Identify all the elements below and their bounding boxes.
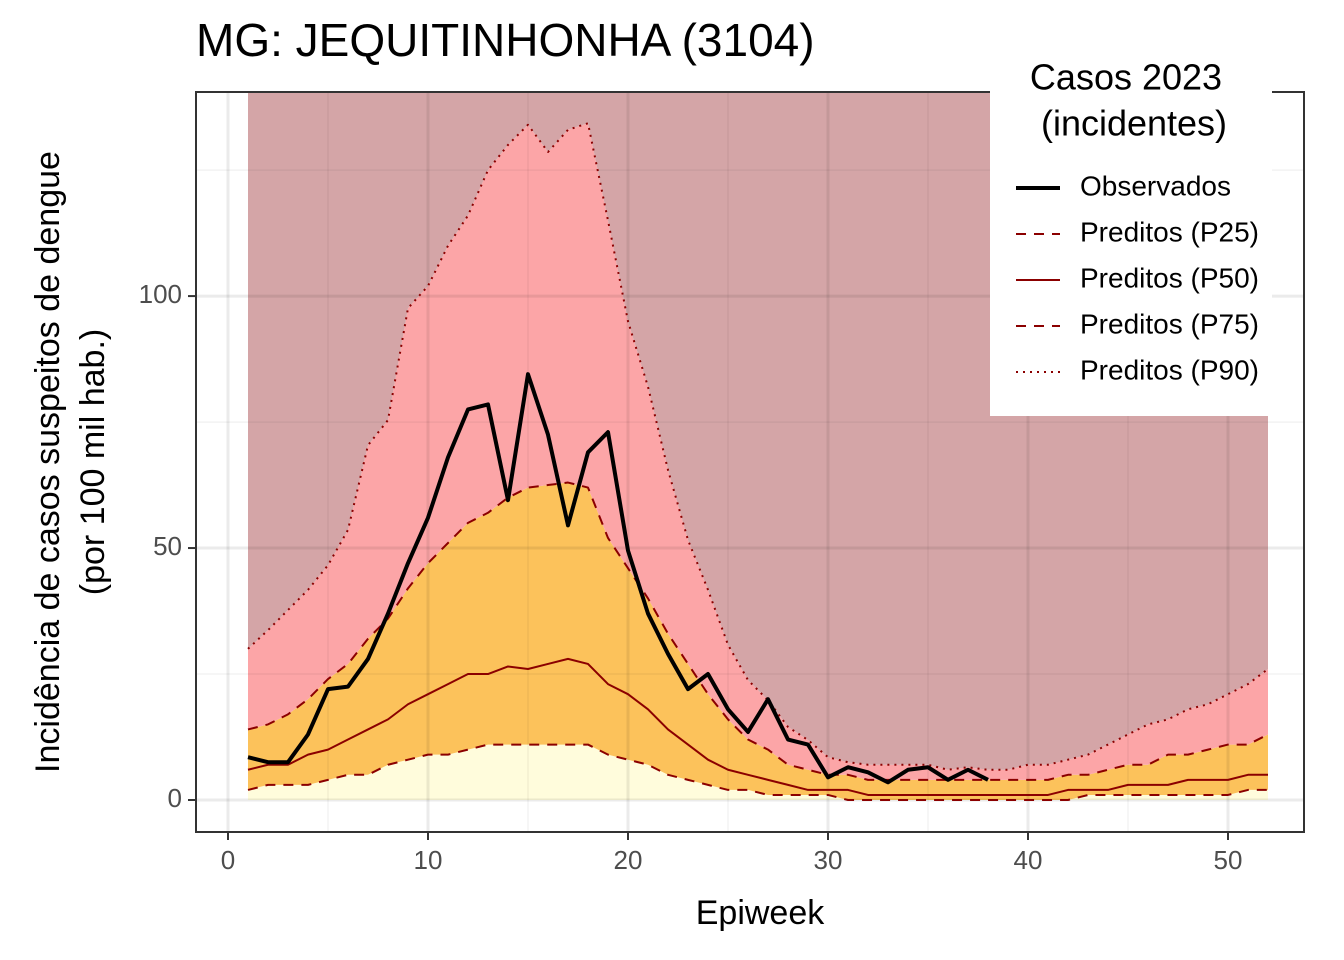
series-line [247, 743, 1268, 802]
x-tick-label: 50 [1214, 845, 1243, 875]
y-label-line: Incidência de casos suspeitos de dengue [29, 151, 67, 773]
legend: Casos 2023 (incidentes) Observados Preditos… [990, 57, 1272, 416]
x-tick-label: 40 [1014, 845, 1043, 875]
chart-title: MG: JEQUITINHONHA (3104) [196, 14, 815, 66]
series-line [247, 481, 1269, 781]
y-tick-label: 100 [139, 279, 182, 309]
series-line [247, 372, 989, 785]
legend-title: Casos 2023 [1030, 57, 1222, 98]
y-label-line: (por 100 mil hab.) [74, 329, 112, 595]
x-tick-label: 10 [414, 845, 443, 875]
plot-border [195, 91, 1305, 833]
band [248, 482, 1268, 801]
x-tick-label: 0 [221, 845, 235, 875]
legend-label: Observados [1080, 170, 1231, 201]
band [248, 744, 1268, 801]
x-tick-label: 20 [614, 845, 643, 875]
legend-label: Preditos (P90) [1080, 354, 1259, 385]
legend-box [990, 58, 1272, 416]
band [248, 123, 1268, 780]
legend-label: Preditos (P50) [1080, 262, 1259, 293]
series-line [247, 657, 1268, 796]
y-tick-label: 0 [168, 783, 182, 813]
legend-label: Preditos (P75) [1080, 308, 1259, 339]
y-tick-label: 50 [153, 531, 182, 561]
y-axis-label: Incidência de casos suspeitos de dengue … [29, 151, 112, 773]
legend-title: (incidentes) [1041, 103, 1227, 144]
x-axis-label: Epiweek [696, 894, 826, 932]
x-tick-label: 30 [814, 845, 843, 875]
legend-label: Preditos (P25) [1080, 216, 1259, 247]
